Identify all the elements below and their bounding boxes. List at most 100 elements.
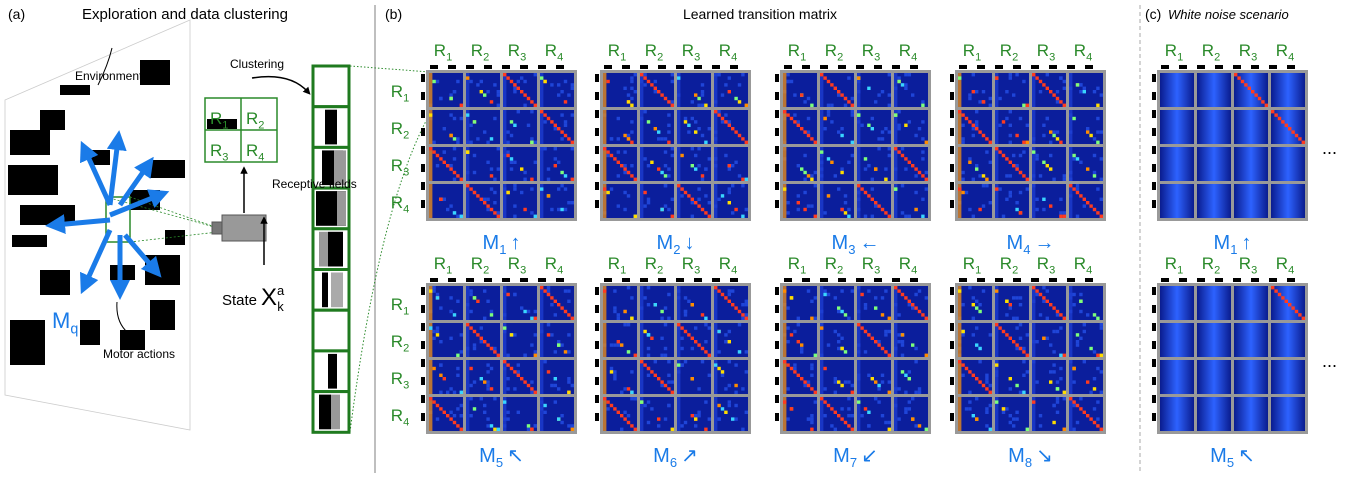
- heat-cell: [917, 390, 922, 394]
- heat-cell: [690, 116, 694, 121]
- heat-cell: [877, 387, 881, 391]
- heat-cell: [476, 137, 480, 141]
- column-region: R2: [1000, 254, 1018, 276]
- heat-cell: [985, 150, 989, 154]
- heat-cell: [904, 86, 908, 90]
- heat-cell: [921, 120, 925, 124]
- heat-block: [1234, 397, 1268, 431]
- heat-cell: [968, 207, 972, 212]
- heat-cell: [1247, 86, 1251, 90]
- column-region-base: R: [434, 254, 446, 273]
- column-region-base: R: [508, 254, 520, 273]
- heat-cell: [810, 204, 814, 208]
- heat-cell: [810, 420, 814, 425]
- heat-cell: [432, 286, 436, 290]
- heat-cell: [546, 333, 551, 337]
- tick-glyph: [1152, 323, 1156, 331]
- heat-cell: [694, 417, 698, 421]
- heat-cell: [543, 410, 547, 414]
- column-region: R1: [1165, 254, 1183, 276]
- heat-cell: [633, 73, 637, 77]
- heat-cell: [452, 147, 457, 151]
- heat-cell: [459, 103, 463, 107]
- heat-cell: [727, 167, 731, 171]
- heat-cell: [850, 153, 854, 158]
- heat-cell: [843, 380, 848, 384]
- heat-cell: [633, 353, 637, 357]
- heat-cell: [800, 93, 804, 97]
- heat-cell: [493, 427, 497, 431]
- heat-cell: [1089, 346, 1093, 351]
- heat-cell: [961, 170, 965, 175]
- heat-cell: [924, 140, 928, 144]
- column-region: R3: [1037, 41, 1055, 63]
- column-region: R3: [508, 41, 526, 63]
- heat-cell: [606, 153, 610, 158]
- heat-cell: [1069, 184, 1073, 188]
- state-pixel: [319, 394, 331, 430]
- heat-cell: [1035, 289, 1039, 293]
- heat-cell: [1045, 336, 1049, 340]
- heat-cell: [613, 343, 617, 347]
- heat-cell: [1008, 133, 1012, 138]
- heat-cell: [1092, 313, 1097, 317]
- heat-cell: [1092, 170, 1097, 175]
- heat-cell: [714, 147, 718, 181]
- heat-block: [503, 323, 537, 357]
- heat-cell: [1038, 414, 1043, 418]
- heat-cell: [1055, 313, 1060, 317]
- heat-cell: [830, 103, 834, 107]
- heat-cell: [489, 187, 494, 191]
- matrix-label-arrow: ↑: [1241, 232, 1251, 254]
- heat-cell: [435, 403, 440, 408]
- heat-cell: [731, 127, 735, 131]
- state-pixel: [325, 109, 337, 145]
- tick-glyph: [622, 65, 630, 69]
- heat-cell: [523, 79, 527, 84]
- heat-cell: [663, 417, 668, 421]
- heat-block: [1069, 360, 1103, 394]
- heat-cell: [613, 370, 617, 374]
- heat-cell: [863, 329, 868, 334]
- heat-cell: [657, 137, 661, 141]
- heat-cell: [435, 292, 440, 297]
- heat-cell: [1062, 397, 1066, 401]
- heat-cell: [731, 164, 735, 168]
- matrix-label-arrow: →: [1034, 232, 1054, 254]
- column-region-base: R: [719, 254, 731, 273]
- heat-cell: [995, 397, 999, 431]
- heat-cell: [988, 160, 992, 164]
- heat-cell: [810, 414, 814, 418]
- column-region-sub: 4: [911, 51, 917, 63]
- heat-cell: [663, 353, 668, 357]
- cluster-region: R2: [246, 109, 264, 131]
- heat-cell: [803, 380, 807, 384]
- heat-cell: [707, 353, 711, 357]
- heat-cell: [553, 350, 557, 354]
- heat-cell: [1099, 353, 1103, 357]
- heat-cell: [646, 79, 651, 84]
- heat-cell: [810, 316, 814, 320]
- heat-cell: [452, 90, 457, 94]
- heat-cell: [1069, 286, 1073, 320]
- heat-cell: [813, 390, 817, 394]
- heat-cell: [907, 370, 911, 374]
- cluster-region-base: R: [246, 109, 258, 128]
- heat-cell: [727, 360, 731, 364]
- heat-cell: [1281, 296, 1285, 300]
- tick-glyph: [1049, 65, 1057, 69]
- matrix-label-arrow: ↓: [684, 232, 694, 254]
- tick-glyph: [775, 377, 779, 385]
- row-region-base: R: [391, 156, 403, 175]
- heat-cell: [479, 340, 483, 344]
- heat-cell: [720, 370, 725, 374]
- tick-glyph: [910, 278, 918, 282]
- heat-cell: [1035, 153, 1039, 158]
- heat-cell: [1052, 306, 1056, 310]
- heat-cell: [985, 424, 989, 428]
- heat-cell: [506, 190, 510, 195]
- heat-cell: [466, 113, 470, 117]
- cluster-region: R4: [246, 141, 264, 163]
- heat-cell: [867, 424, 871, 428]
- heat-cell: [496, 90, 500, 94]
